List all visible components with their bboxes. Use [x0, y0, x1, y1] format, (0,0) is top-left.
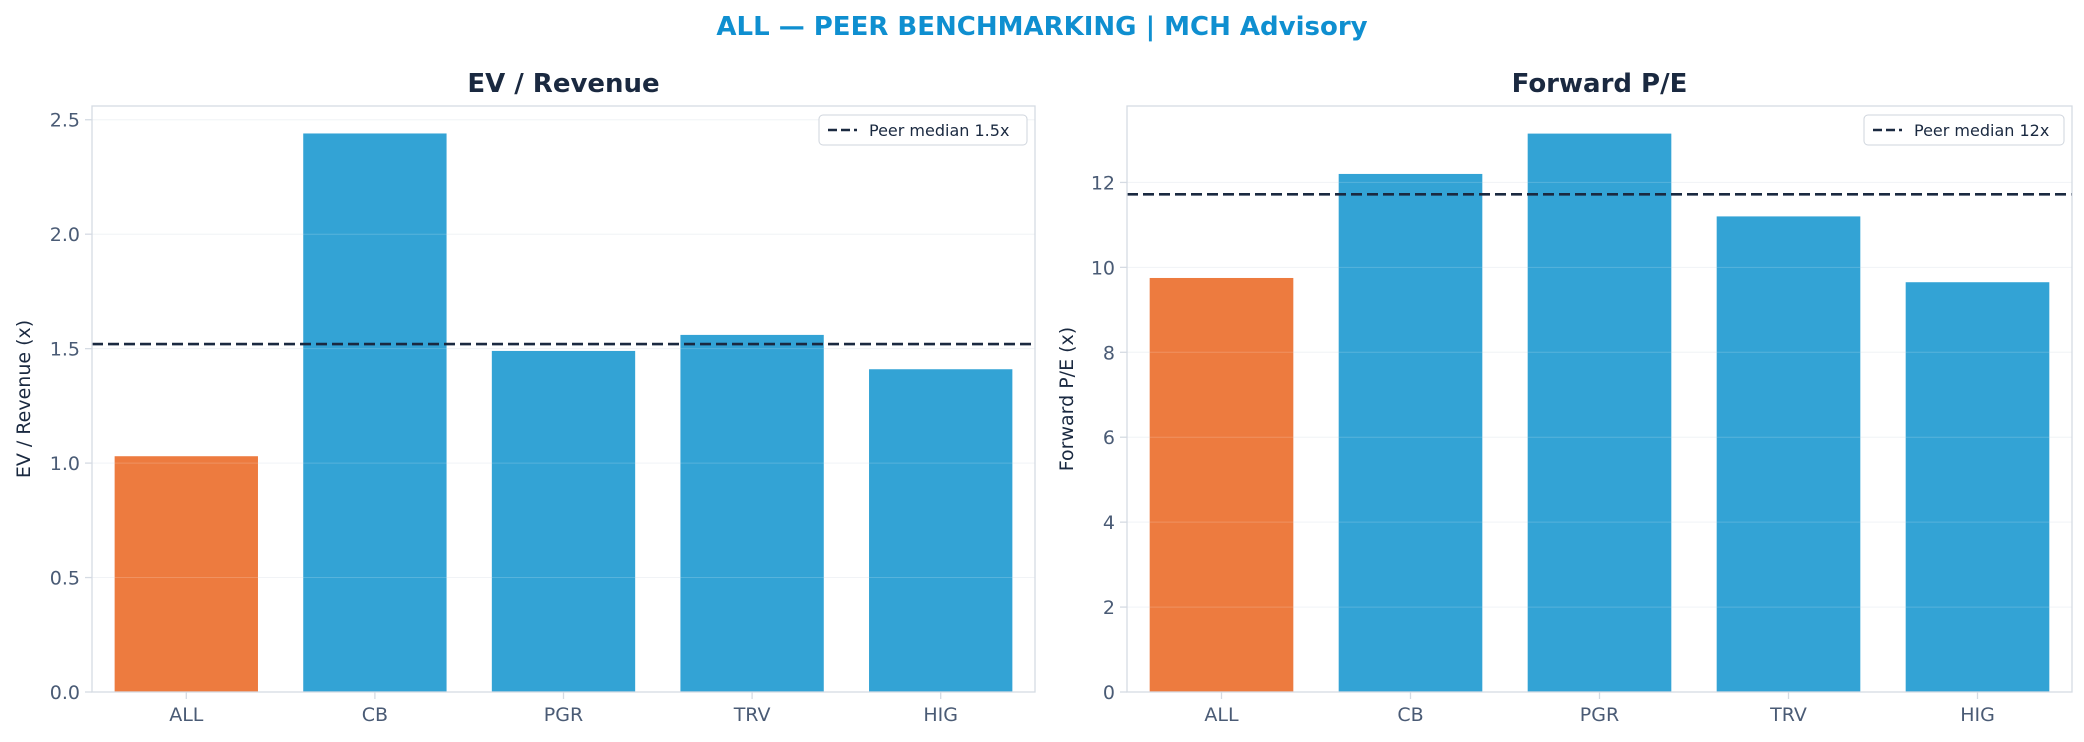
x-tick-label: CB [1397, 704, 1423, 726]
x-tick-label: ALL [1204, 704, 1239, 726]
legend: Peer median 12x [1863, 114, 2065, 146]
ev-revenue-panel: 0.0 0.5 1.0 1.5 2.0 2.5 ALL CB PGR TRV HIG EV / Rev… [13, 69, 1036, 726]
x-tick-label: TRV [733, 704, 771, 726]
y-tick-label: 4 [1103, 512, 1115, 534]
bar-pgr [1527, 133, 1672, 693]
y-axis-label: Forward P/E (x) [1056, 327, 1078, 471]
panel-title: EV / Revenue [467, 69, 659, 99]
bar-trv [1716, 216, 1861, 692]
bar-all [1149, 277, 1294, 692]
x-tick-label: TRV [1769, 704, 1807, 726]
y-tick-label: 6 [1103, 427, 1115, 449]
bar-cb [1338, 173, 1483, 693]
forward-pe-panel: 0 2 4 6 8 10 12 ALL CB PGR TRV HIG Forward P/E Forwar… [1056, 69, 2073, 726]
y-tick-label: 0 [1103, 682, 1115, 704]
bar-hig [1905, 282, 2050, 692]
y-tick-label: 0.5 [50, 568, 80, 590]
y-tick-label: 0.0 [50, 682, 80, 704]
y-tick-label: 2.5 [50, 110, 80, 132]
x-tick-label: HIG [923, 704, 958, 726]
bar-all [114, 456, 258, 692]
legend: Peer median 1.5x [818, 114, 1028, 146]
x-tick-label: HIG [1960, 704, 1995, 726]
y-tick-label: 2.0 [50, 224, 80, 246]
legend-label: Peer median 1.5x [869, 121, 1009, 140]
x-tick-label: PGR [544, 704, 583, 726]
bar-hig [869, 369, 1013, 692]
panel-title: Forward P/E [1512, 69, 1688, 99]
figure-title: ALL — PEER BENCHMARKING | MCH Advisory [716, 12, 1367, 42]
bar-trv [680, 334, 824, 692]
legend-box [818, 114, 1028, 146]
y-axis-label: EV / Revenue (x) [13, 320, 35, 478]
y-tick-label: 10 [1091, 257, 1115, 279]
legend-label: Peer median 12x [1914, 121, 2049, 140]
y-tick-label: 1.0 [50, 453, 80, 475]
y-tick-label: 2 [1103, 597, 1115, 619]
bar-cb [303, 133, 447, 692]
x-tick-label: CB [362, 704, 388, 726]
y-tick-label: 8 [1103, 342, 1115, 364]
bar-pgr [491, 350, 636, 692]
y-tick-label: 1.5 [50, 339, 80, 361]
x-tick-label: ALL [169, 704, 204, 726]
y-tick-label: 12 [1091, 172, 1115, 194]
legend-box [1863, 114, 2065, 146]
x-tick-label: PGR [1580, 704, 1619, 726]
